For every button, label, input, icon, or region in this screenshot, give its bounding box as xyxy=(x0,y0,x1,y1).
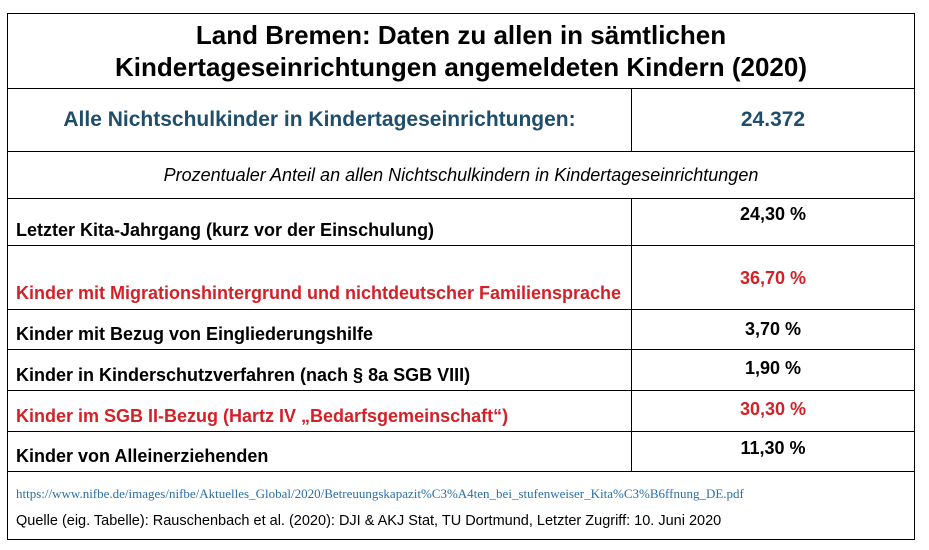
total-label: Alle Nichtschulkinder in Kindertageseinr… xyxy=(8,89,632,151)
row-label: Letzter Kita-Jahrgang (kurz vor der Eins… xyxy=(8,199,632,245)
total-row: Alle Nichtschulkinder in Kindertageseinr… xyxy=(8,89,914,152)
source-url[interactable]: https://www.nifbe.de/images/nifbe/Aktuel… xyxy=(16,486,744,501)
row-value: 11,30 % xyxy=(740,438,806,458)
table-row: Kinder von Alleinerziehenden 11,30 % xyxy=(8,432,914,472)
title-line-2: Kindertageseinrichtungen angemeldeten Ki… xyxy=(114,52,808,82)
source-citation: Quelle (eig. Tabelle): Rauschenbach et a… xyxy=(16,513,722,529)
title-line-1: Land Bremen: Daten zu allen in sämtliche… xyxy=(195,20,727,50)
table-row: Kinder mit Bezug von Eingliederungshilfe… xyxy=(8,310,914,350)
row-value: 3,70 % xyxy=(744,319,802,339)
table-row: Kinder in Kinderschutzverfahren (nach § … xyxy=(8,350,914,391)
row-value: 1,90 % xyxy=(744,358,802,378)
row-label: Kinder mit Bezug von Eingliederungshilfe xyxy=(8,310,632,349)
total-value: 24.372 xyxy=(740,108,806,131)
row-label: Kinder von Alleinerziehenden xyxy=(8,432,632,471)
data-table: Land Bremen: Daten zu allen in sämtliche… xyxy=(7,13,915,540)
table-row: Kinder mit Migrationshintergrund und nic… xyxy=(8,246,914,310)
row-value: 30,30 % xyxy=(739,399,807,419)
row-label: Kinder in Kinderschutzverfahren (nach § … xyxy=(8,350,632,390)
table-row: Letzter Kita-Jahrgang (kurz vor der Eins… xyxy=(8,199,914,246)
table-title: Land Bremen: Daten zu allen in sämtliche… xyxy=(8,14,914,89)
subheading: Prozentualer Anteil an allen Nichtschulk… xyxy=(8,152,914,199)
row-label: Kinder im SGB II-Bezug (Hartz IV „Bedarf… xyxy=(8,391,632,431)
row-value: 36,70 % xyxy=(739,268,807,288)
table-row: Kinder im SGB II-Bezug (Hartz IV „Bedarf… xyxy=(8,391,914,432)
row-label: Kinder mit Migrationshintergrund und nic… xyxy=(8,246,632,309)
row-value: 24,30 % xyxy=(739,204,807,224)
